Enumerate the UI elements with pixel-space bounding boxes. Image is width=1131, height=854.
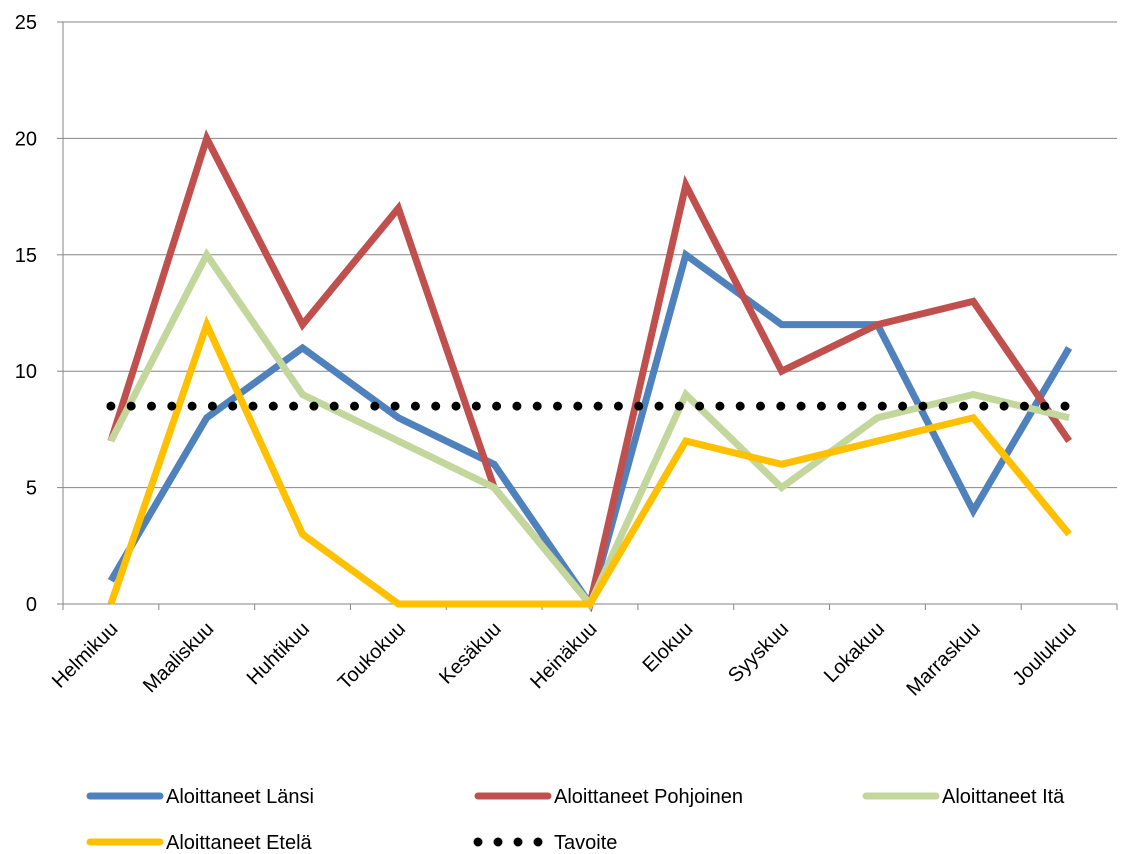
x-axis-ticks: Helmikuu Maaliskuu Huhtikuu Toukokuu Kesäkuu… xyxy=(48,604,1118,700)
series-line-3 xyxy=(107,315,1072,608)
x-tick-label: Heinäkuu xyxy=(526,618,601,693)
x-tick-label: Elokuu xyxy=(639,618,698,677)
legend-label: Aloittaneet Länsi xyxy=(166,786,314,808)
x-tick-label: Lokakuu xyxy=(820,618,889,687)
legend-label: Aloittaneet Pohjoinen xyxy=(554,786,743,808)
y-tick-label: 5 xyxy=(26,478,37,500)
x-tick-label: Toukokuu xyxy=(334,618,410,694)
legend-label: Aloittaneet Etelä xyxy=(166,832,313,854)
y-tick-label: 15 xyxy=(15,245,37,267)
x-tick-label: Huhtikuu xyxy=(243,618,314,689)
x-tick-label: Kesäkuu xyxy=(435,618,506,689)
y-tick-label: 20 xyxy=(15,128,37,150)
y-tick-label: 10 xyxy=(15,361,37,383)
x-tick-label: Maaliskuu xyxy=(139,618,218,697)
y-tick-label: 0 xyxy=(26,594,37,616)
x-tick-label: Marraskuu xyxy=(902,618,984,700)
legend-label: Tavoite xyxy=(554,832,617,854)
y-tick-label: 25 xyxy=(15,12,37,34)
axes xyxy=(62,22,1117,605)
x-tick-label: Joulukuu xyxy=(1008,618,1080,690)
x-tick-label: Helmikuu xyxy=(48,618,123,693)
legend-label: Aloittaneet Itä xyxy=(942,786,1065,808)
series-lines xyxy=(106,129,1074,613)
y-axis-ticks: 0 5 10 15 20 25 xyxy=(15,12,63,616)
legend: Aloittaneet Länsi Aloittaneet Pohjoinen Al… xyxy=(86,786,1065,854)
gridlines xyxy=(63,21,1117,489)
x-tick-label: Syyskuu xyxy=(724,618,793,687)
